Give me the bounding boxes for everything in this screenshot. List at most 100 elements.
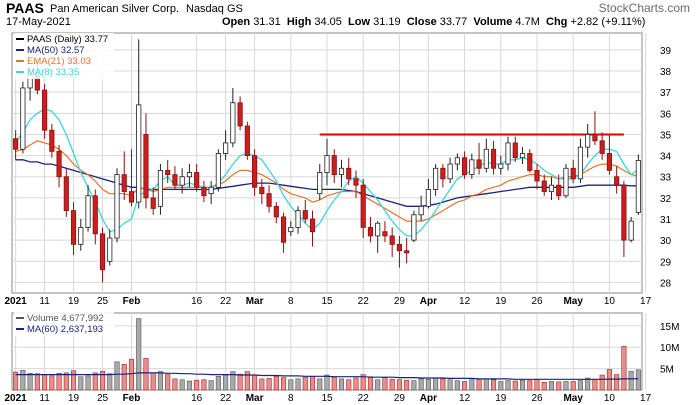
- candle-body: [136, 104, 142, 203]
- candle-body: [527, 153, 533, 171]
- candle-body: [165, 169, 171, 176]
- candle-body: [49, 129, 55, 152]
- high-value: 34.05: [314, 16, 342, 28]
- candle-body: [309, 218, 316, 233]
- candle-body: [78, 227, 84, 245]
- candle-body: [585, 134, 591, 148]
- x-tick-label: 15: [321, 296, 333, 307]
- volume-bar: [440, 378, 446, 391]
- volume-bar: [469, 379, 475, 391]
- candle-body: [548, 184, 555, 192]
- volume-bar: [85, 375, 91, 391]
- candle-body: [462, 157, 468, 176]
- candle-body: [63, 176, 69, 211]
- volume-bar: [230, 371, 236, 391]
- company-name: Pan American Silver Corp.: [50, 3, 179, 15]
- volume-bar: [27, 373, 33, 391]
- quote-summary: Open 31.31 High 34.05 Low 31.19 Close 33…: [222, 16, 645, 28]
- volume-bar: [396, 379, 402, 391]
- volume-bar: [34, 373, 40, 391]
- price-tick-label: 30: [660, 236, 672, 247]
- volume-bar: [425, 379, 431, 391]
- volume-bar: [418, 378, 424, 391]
- volume-bar: [411, 380, 417, 391]
- volume-bar: [570, 381, 576, 391]
- candle-body: [606, 153, 612, 171]
- x-tick-label-bottom: 29: [394, 393, 406, 404]
- volume-bar: [505, 380, 511, 391]
- candle-body: [404, 250, 410, 254]
- volume-bar: [143, 358, 149, 391]
- volume-bar: [527, 380, 533, 391]
- price-tick-label: 29: [660, 257, 672, 268]
- candle-body: [324, 155, 330, 173]
- x-tick-label: 19: [495, 296, 507, 307]
- candle-body: [273, 205, 279, 218]
- x-tick-label-bottom: 19: [495, 393, 507, 404]
- volume-bar: [128, 358, 135, 391]
- volume-bar: [281, 377, 287, 391]
- candle-body: [244, 125, 250, 157]
- change-value: +2.82 (+9.11%): [570, 16, 646, 28]
- price-legend-label: PAAS (Daily) 33.77: [27, 34, 108, 45]
- candle-body: [614, 176, 620, 186]
- volume-bar: [519, 379, 526, 391]
- candle-body: [577, 146, 584, 180]
- price-tick-label: 38: [660, 67, 672, 78]
- volume-bar: [165, 374, 171, 391]
- candle-body: [85, 195, 91, 228]
- volume-bar: [556, 381, 562, 391]
- volume-bar: [433, 377, 439, 391]
- volume-bar: [447, 379, 453, 391]
- candle-body: [505, 142, 511, 165]
- candle-body: [295, 210, 301, 228]
- price-tick-label: 28: [660, 278, 672, 289]
- candle-body: [208, 186, 214, 195]
- candle-body: [157, 169, 164, 207]
- volume-bar: [63, 372, 69, 391]
- x-tick-label-bottom: May: [563, 393, 583, 404]
- volume-bar: [56, 373, 62, 391]
- volume-bar: [78, 376, 84, 391]
- volume-bar: [114, 361, 120, 391]
- x-tick-label: 17: [640, 296, 652, 307]
- x-tick-label-bottom: 25: [97, 393, 109, 404]
- volume-bar: [512, 380, 518, 391]
- x-tick-label-bottom: Apr: [420, 393, 437, 404]
- volume-bar: [375, 379, 381, 391]
- candle-body: [512, 142, 518, 159]
- volume-label: Volume: [473, 16, 513, 28]
- volume-bar: [498, 381, 504, 391]
- candle-body: [194, 172, 200, 188]
- candle-body: [215, 153, 221, 188]
- x-tick-label-bottom: 8: [288, 393, 294, 404]
- volume-bar: [295, 378, 301, 391]
- candle-body: [128, 191, 135, 203]
- candle-body: [534, 169, 540, 182]
- volume-bar: [13, 371, 19, 391]
- volume-legend-bg: [14, 312, 114, 336]
- volume-bar: [215, 376, 221, 391]
- volume-bar: [309, 376, 316, 391]
- volume-bar: [266, 378, 272, 391]
- candle-body: [628, 220, 634, 241]
- volume-bar: [338, 378, 345, 391]
- volume-bar: [331, 376, 337, 391]
- price-tick-label: 32: [660, 194, 672, 205]
- volume-bar: [121, 364, 127, 391]
- candle-body: [469, 159, 475, 176]
- volume-bar: [223, 374, 229, 391]
- volume-bar: [389, 379, 395, 391]
- price-tick-label: 36: [660, 109, 672, 120]
- volume-bar: [172, 378, 178, 391]
- x-tick-label: 25: [97, 296, 109, 307]
- x-tick-label-bottom: Mar: [246, 393, 264, 404]
- volume-bar: [353, 377, 359, 391]
- candle-body: [259, 186, 265, 195]
- price-tick-label: 35: [660, 130, 672, 141]
- price-tick-label: 39: [660, 46, 672, 57]
- x-tick-label: 16: [191, 296, 203, 307]
- volume-bar: [317, 378, 323, 391]
- candle-body: [454, 157, 460, 165]
